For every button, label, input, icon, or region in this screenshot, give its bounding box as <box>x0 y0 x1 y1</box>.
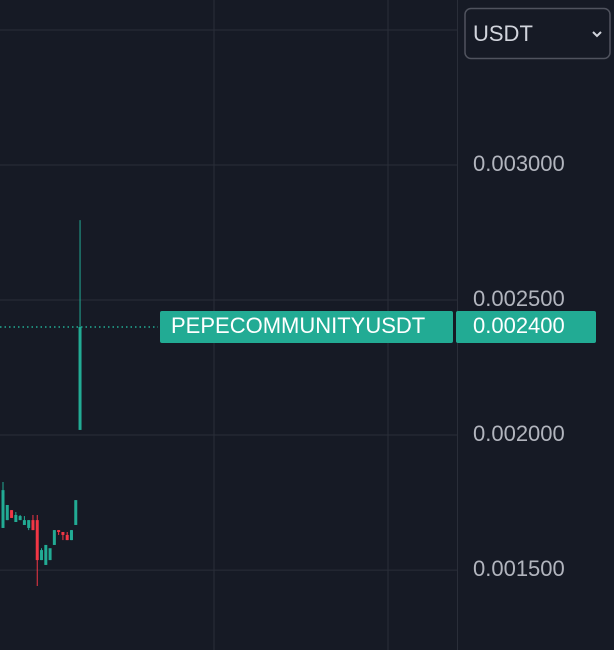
candle-body <box>18 516 22 521</box>
candle-body <box>78 327 82 430</box>
candle-body <box>57 530 61 532</box>
candle-body <box>35 520 39 561</box>
price-badge <box>456 311 596 344</box>
candle-body <box>48 548 52 561</box>
candle-body <box>1 490 5 528</box>
candle-body <box>10 510 14 518</box>
candle-body <box>27 520 31 528</box>
candle-body <box>22 520 26 525</box>
y-tick-label: 0.001500 <box>473 556 565 581</box>
candle-body <box>44 544 48 565</box>
last-price-label: 0.002400 <box>473 313 565 338</box>
y-tick-label: 0.002000 <box>473 421 565 446</box>
symbol-badge <box>160 311 453 344</box>
quote-dropdown[interactable]: USDT <box>464 7 611 60</box>
dropdown-box[interactable] <box>464 7 611 60</box>
y-tick-label: 0.003000 <box>473 151 565 176</box>
chevron[interactable] <box>592 31 602 38</box>
candle-body <box>69 530 73 541</box>
candle-body <box>31 520 35 531</box>
plot-area <box>0 164 457 586</box>
candle-body <box>61 531 65 535</box>
candle-body <box>5 504 9 521</box>
candle-body <box>65 534 69 541</box>
price-axis: 0.001500 0.002000 0.002500 0.003000 <box>473 151 565 581</box>
candle-body <box>52 530 56 545</box>
candle-body <box>40 550 44 561</box>
candle-body <box>14 514 18 522</box>
y-tick-label: 0.002500 <box>473 286 565 311</box>
dropdown-label[interactable]: USDT <box>473 21 533 46</box>
candle-body <box>74 500 78 525</box>
symbol-label: PEPECOMMUNITYUSDT <box>171 313 425 338</box>
